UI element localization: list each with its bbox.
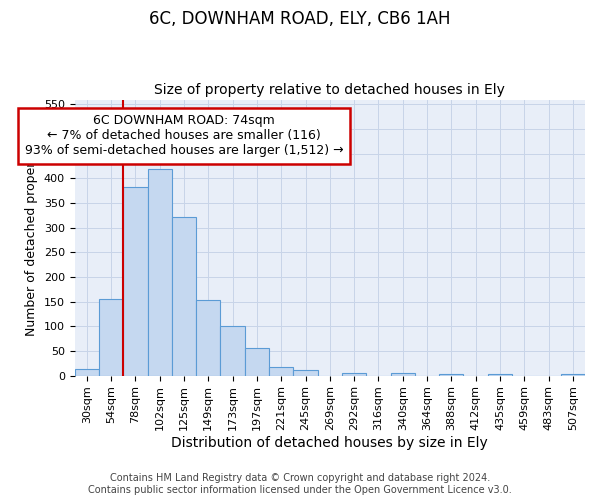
Bar: [220, 326, 245, 376]
Bar: [245, 348, 269, 376]
Text: 6C, DOWNHAM ROAD, ELY, CB6 1AH: 6C, DOWNHAM ROAD, ELY, CB6 1AH: [149, 10, 451, 28]
Title: Size of property relative to detached houses in Ely: Size of property relative to detached ho…: [154, 83, 505, 97]
Bar: [99, 299, 123, 376]
Bar: [342, 373, 366, 376]
X-axis label: Distribution of detached houses by size in Ely: Distribution of detached houses by size …: [172, 436, 488, 450]
Bar: [560, 374, 585, 376]
Text: 6C DOWNHAM ROAD: 74sqm
← 7% of detached houses are smaller (116)
93% of semi-det: 6C DOWNHAM ROAD: 74sqm ← 7% of detached …: [25, 114, 343, 158]
Bar: [391, 373, 415, 376]
Bar: [74, 369, 99, 376]
Bar: [269, 366, 293, 376]
Text: Contains HM Land Registry data © Crown copyright and database right 2024.
Contai: Contains HM Land Registry data © Crown c…: [88, 474, 512, 495]
Bar: [172, 217, 196, 376]
Bar: [488, 374, 512, 376]
Bar: [439, 374, 463, 376]
Bar: [148, 168, 172, 376]
Bar: [123, 187, 148, 376]
Bar: [293, 370, 317, 376]
Y-axis label: Number of detached properties: Number of detached properties: [25, 139, 38, 336]
Bar: [196, 300, 220, 376]
